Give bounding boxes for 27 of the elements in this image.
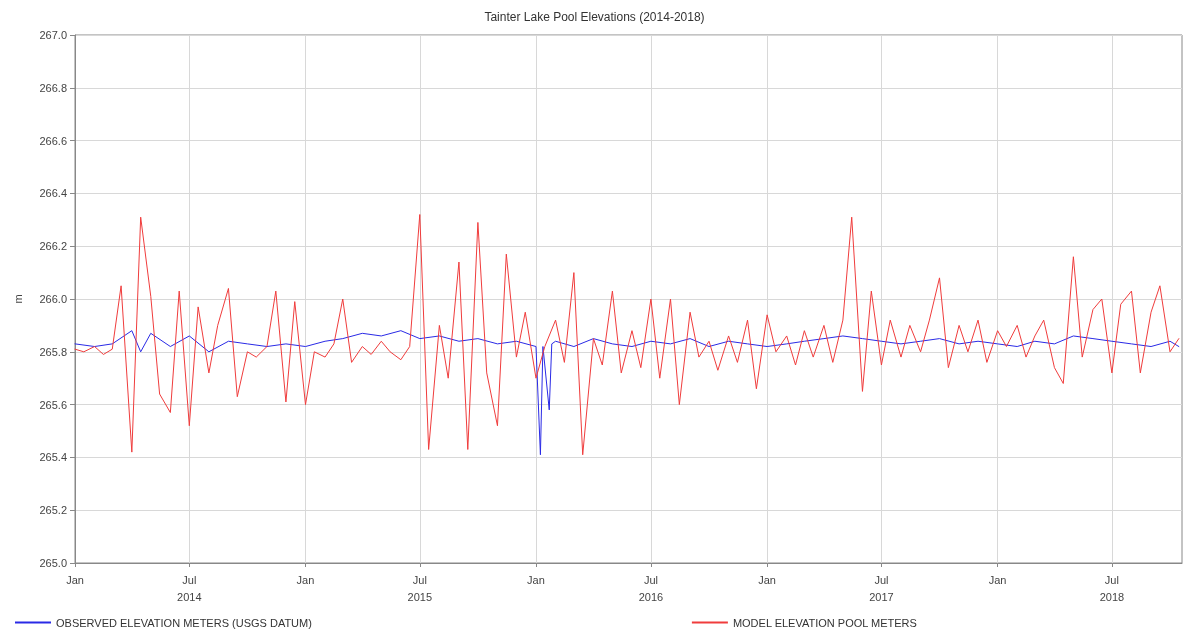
y-tick-label: 265.6 xyxy=(39,398,67,411)
legend-label: MODEL ELEVATION POOL METERS xyxy=(732,616,917,629)
x-tick-label: Jan xyxy=(988,573,1007,586)
y-tick-label: 266.6 xyxy=(39,134,67,147)
y-tick-label: 266.0 xyxy=(39,293,67,305)
x-tick-label: Jul 2015 xyxy=(407,573,433,603)
y-tick-label: 266.2 xyxy=(39,240,67,253)
x-tick-label: Jan xyxy=(66,573,84,586)
x-tick-label: Jan xyxy=(527,573,545,586)
line-series xyxy=(74,330,1180,456)
x-tick-label: Jul 2014 xyxy=(177,573,202,603)
y-tick-label: 267.0 xyxy=(39,29,67,41)
y-tick-label: 265.4 xyxy=(39,451,67,464)
x-tick-label: Jan xyxy=(296,573,315,586)
chart-title: Tainter Lake Pool Elevations (2014-2018) xyxy=(484,10,705,24)
x-tick-label: Jan xyxy=(758,573,776,586)
y-tick-label: 265.8 xyxy=(39,345,67,358)
line-series xyxy=(74,214,1180,456)
y-tick-label: 266.8 xyxy=(39,81,67,94)
y-tick-label: 265.0 xyxy=(39,557,67,569)
y-tick-label: 266.4 xyxy=(39,187,67,200)
y-axis-title: m xyxy=(11,294,24,304)
x-tick-label: Jul 2018 xyxy=(1099,573,1125,603)
y-tick-label: 265.2 xyxy=(39,504,67,517)
legend-label: OBSERVED ELEVATION METERS (USGS DATUM) xyxy=(56,616,312,629)
x-tick-label: Jul 2016 xyxy=(638,573,664,603)
x-tick-label: Jul 2017 xyxy=(869,573,894,603)
